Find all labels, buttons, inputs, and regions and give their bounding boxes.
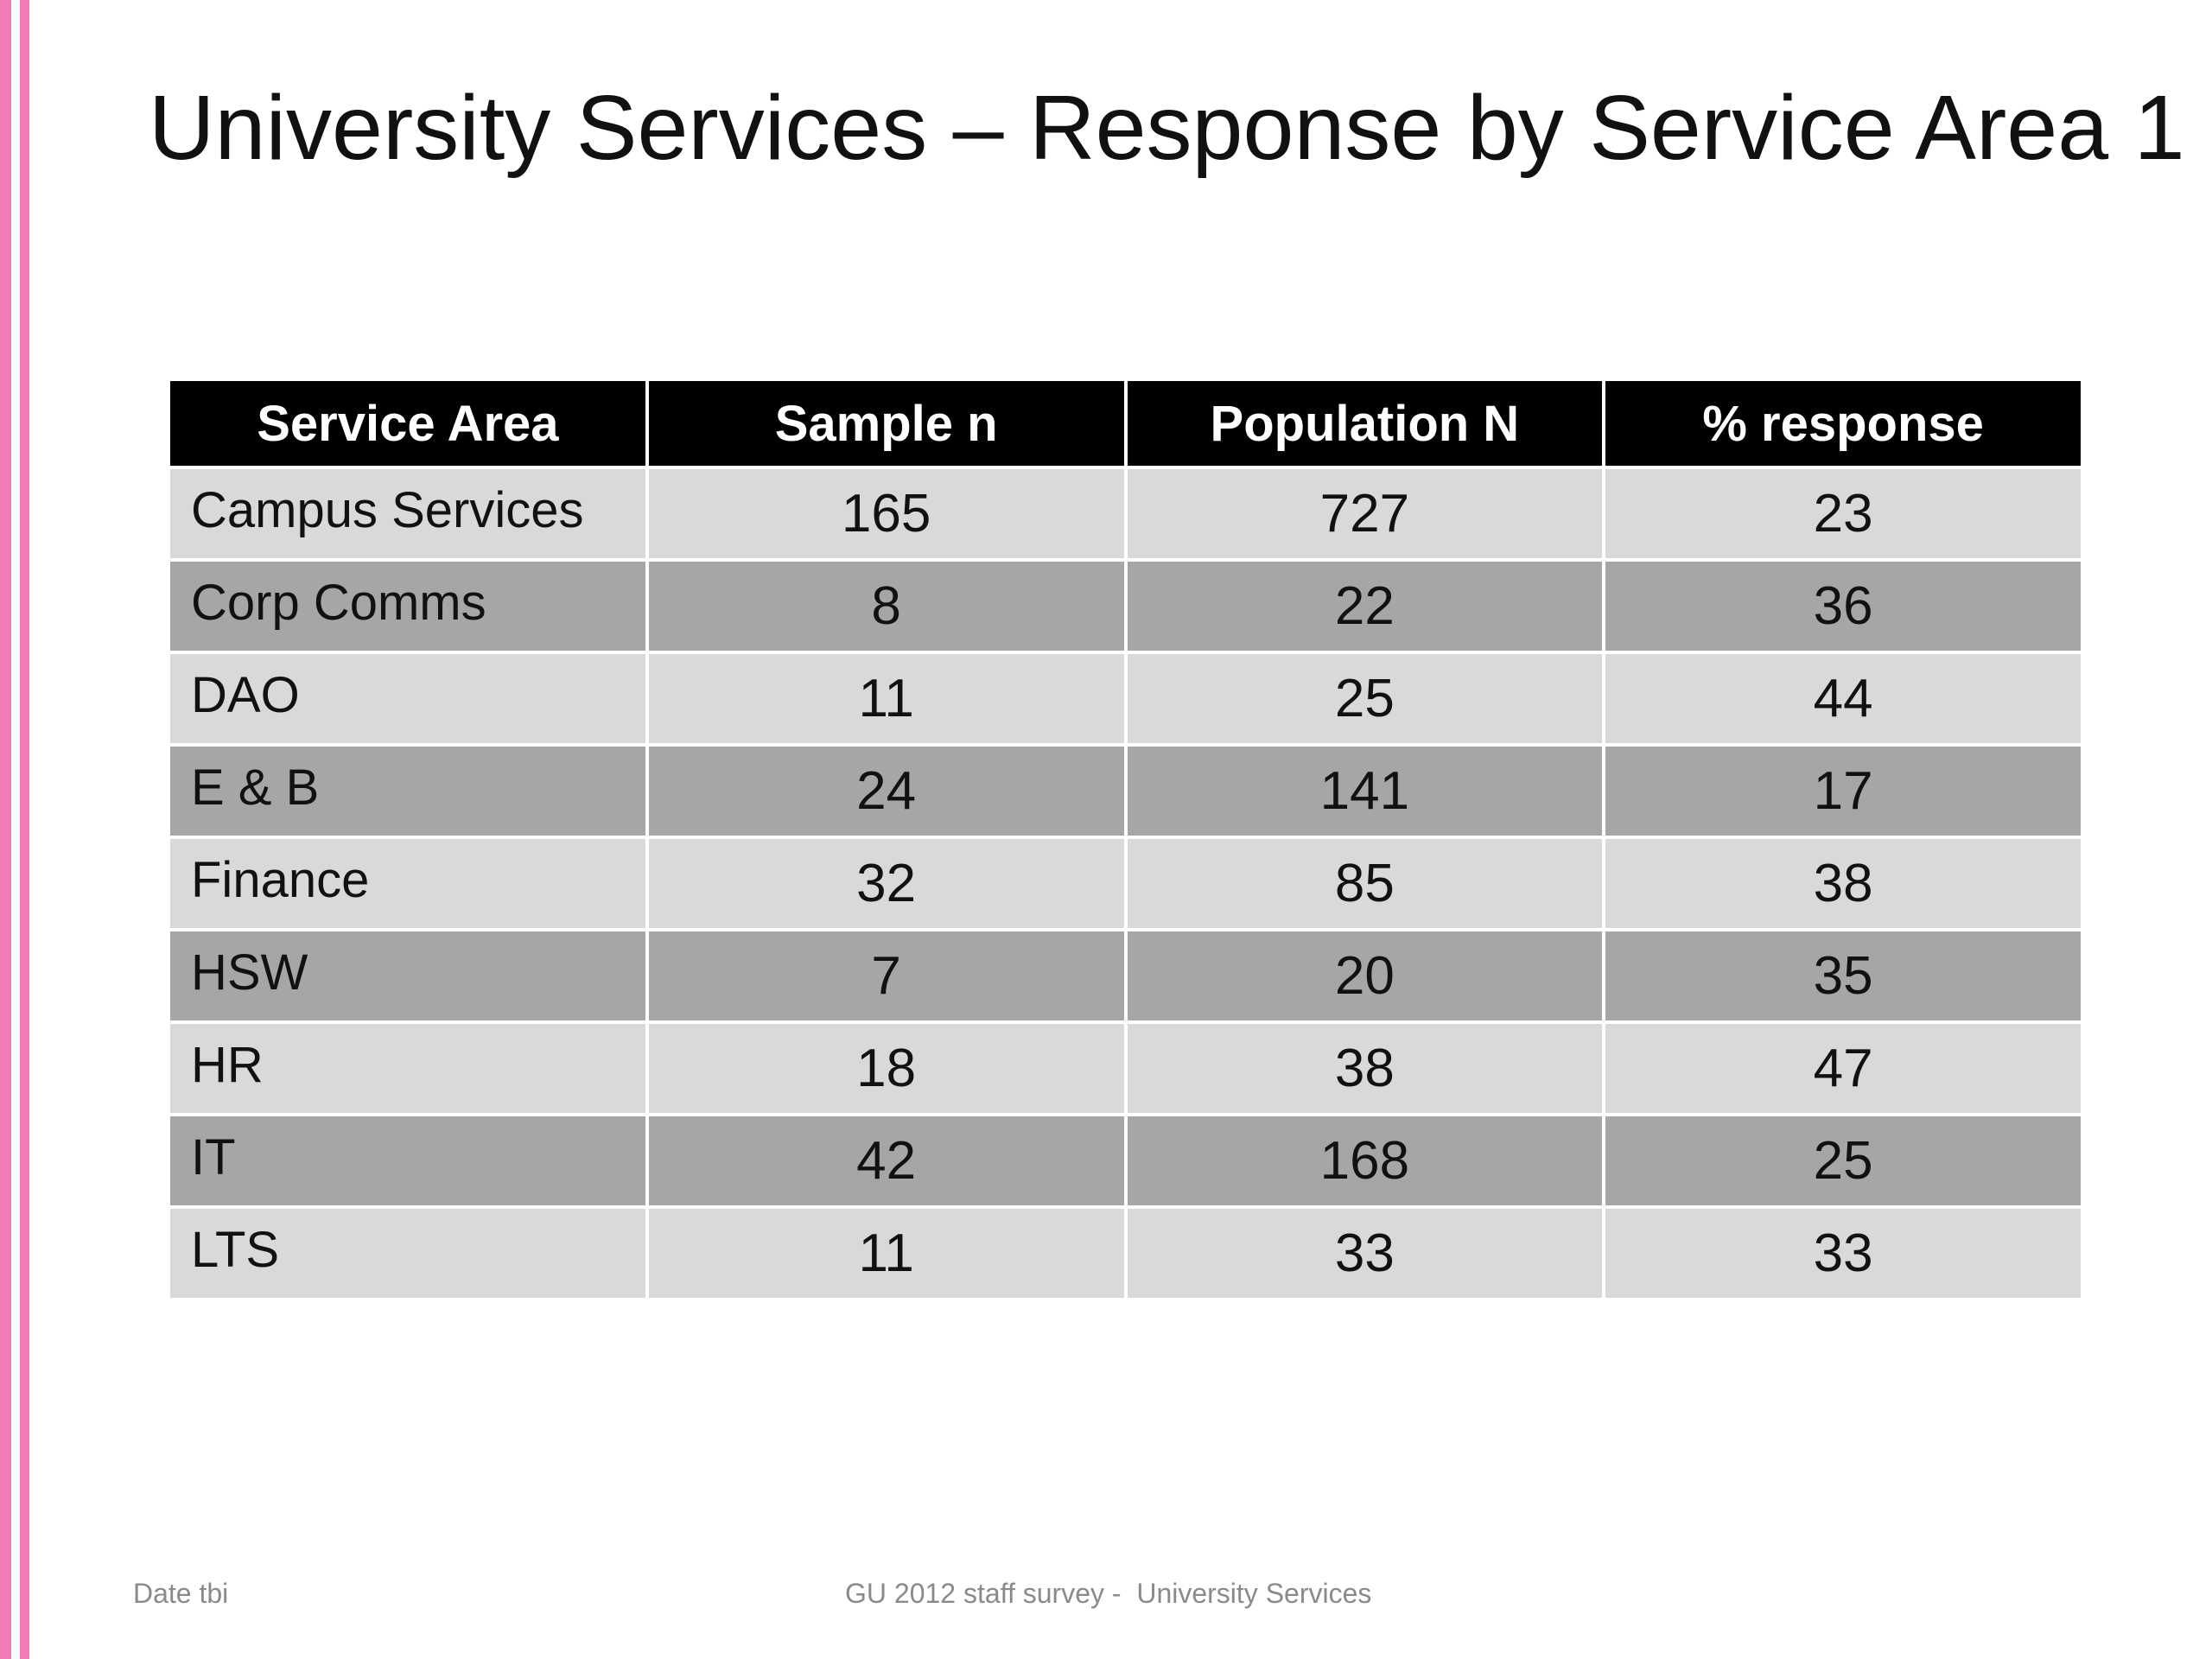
population-cell: 22 xyxy=(1123,558,1606,654)
response-cell: 35 xyxy=(1602,928,2084,1024)
table-row: HSW 7 20 35 xyxy=(167,928,2084,1024)
service-area-cell: E & B xyxy=(167,743,649,839)
response-cell: 23 xyxy=(1602,466,2084,562)
sample-cell: 18 xyxy=(645,1020,1128,1116)
response-cell: 33 xyxy=(1602,1205,2084,1301)
sample-cell: 24 xyxy=(645,743,1128,839)
sample-cell: 42 xyxy=(645,1113,1128,1209)
table-row: HR 18 38 47 xyxy=(167,1020,2084,1116)
header-percent-response: % response xyxy=(1602,378,2084,469)
service-area-cell: DAO xyxy=(167,651,649,747)
sample-cell: 165 xyxy=(645,466,1128,562)
header-sample-n: Sample n xyxy=(645,378,1128,469)
population-cell: 141 xyxy=(1123,743,1606,839)
table-row: Campus Services 165 727 23 xyxy=(167,466,2084,562)
population-cell: 38 xyxy=(1123,1020,1606,1116)
population-cell: 25 xyxy=(1123,651,1606,747)
response-table: Service Area Sample n Population N % res… xyxy=(167,378,2084,1301)
table-row: LTS 11 33 33 xyxy=(167,1205,2084,1301)
sample-cell: 32 xyxy=(645,836,1128,931)
table-row: Finance 32 85 38 xyxy=(167,836,2084,931)
left-accent-stripe-inner xyxy=(20,0,29,1659)
slide-title: University Services – Response by Servic… xyxy=(149,77,2185,179)
response-cell: 36 xyxy=(1602,558,2084,654)
service-area-cell: HR xyxy=(167,1020,649,1116)
response-cell: 44 xyxy=(1602,651,2084,747)
population-cell: 85 xyxy=(1123,836,1606,931)
response-cell: 47 xyxy=(1602,1020,2084,1116)
population-cell: 727 xyxy=(1123,466,1606,562)
sample-cell: 7 xyxy=(645,928,1128,1024)
service-area-cell: Corp Comms xyxy=(167,558,649,654)
header-population-n: Population N xyxy=(1123,378,1606,469)
population-cell: 168 xyxy=(1123,1113,1606,1209)
sample-cell: 11 xyxy=(645,1205,1128,1301)
service-area-cell: IT xyxy=(167,1113,649,1209)
population-cell: 33 xyxy=(1123,1205,1606,1301)
service-area-cell: Finance xyxy=(167,836,649,931)
left-accent-gap xyxy=(11,0,20,1659)
left-accent-stripe xyxy=(0,0,11,1659)
table-header-row: Service Area Sample n Population N % res… xyxy=(167,378,2084,469)
table-row: IT 42 168 25 xyxy=(167,1113,2084,1209)
response-cell: 38 xyxy=(1602,836,2084,931)
footer-date: Date tbi xyxy=(133,1578,229,1609)
header-service-area: Service Area xyxy=(167,378,649,469)
table-row: Corp Comms 8 22 36 xyxy=(167,558,2084,654)
response-cell: 25 xyxy=(1602,1113,2084,1209)
table-row: E & B 24 141 17 xyxy=(167,743,2084,839)
footer-survey-label: GU 2012 staff survey - University Servic… xyxy=(845,1578,1372,1609)
sample-cell: 11 xyxy=(645,651,1128,747)
sample-cell: 8 xyxy=(645,558,1128,654)
response-cell: 17 xyxy=(1602,743,2084,839)
service-area-cell: Campus Services xyxy=(167,466,649,562)
response-table-container: Service Area Sample n Population N % res… xyxy=(167,378,2084,1301)
table-row: DAO 11 25 44 xyxy=(167,651,2084,747)
service-area-cell: LTS xyxy=(167,1205,649,1301)
service-area-cell: HSW xyxy=(167,928,649,1024)
population-cell: 20 xyxy=(1123,928,1606,1024)
